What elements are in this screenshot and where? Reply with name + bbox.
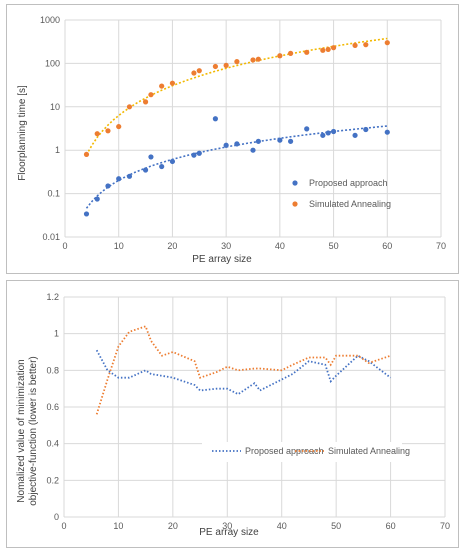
y-tick-label: 0.01 — [42, 232, 60, 242]
y-tick-label: 0.2 — [46, 475, 59, 485]
legend-background — [202, 442, 402, 462]
y-tick-label: 1 — [54, 329, 59, 339]
x-tick-label: 0 — [61, 521, 66, 531]
x-tick-label: 0 — [62, 241, 67, 251]
data-point-series-1 — [148, 154, 154, 160]
data-point-series-1 — [191, 152, 197, 158]
y-tick-label: 0.6 — [46, 402, 59, 412]
x-axis-title: PE array size — [192, 254, 252, 265]
y-tick-label: 1000 — [40, 15, 60, 25]
series-line-2 — [95, 325, 391, 415]
data-point-series-2 — [105, 128, 111, 134]
x-tick-label: 60 — [386, 521, 396, 531]
x-tick-label: 50 — [329, 241, 339, 251]
data-point-series-1 — [105, 183, 111, 189]
data-point-series-1 — [304, 126, 310, 132]
data-point-series-1 — [126, 173, 133, 179]
data-point-series-1 — [277, 137, 283, 143]
y-axis-title-line-2: objective-function (lower is better) — [28, 356, 39, 506]
data-point-series-2 — [384, 40, 390, 46]
y-axis-title: Floorplanning time [s] — [17, 85, 28, 181]
data-point-series-1 — [325, 130, 331, 136]
data-point-series-1 — [83, 211, 90, 217]
data-point-series-2 — [159, 83, 165, 89]
x-tick-label: 10 — [114, 241, 124, 251]
y-tick-label: 0.4 — [46, 439, 59, 449]
x-tick-label: 70 — [440, 521, 450, 531]
data-point-series-1 — [234, 141, 240, 147]
y-tick-label: 0.1 — [47, 189, 60, 199]
x-tick-label: 60 — [382, 241, 392, 251]
y-tick-label: 1.2 — [46, 292, 59, 302]
data-point-series-1 — [142, 167, 149, 173]
x-tick-label: 10 — [113, 521, 123, 531]
data-point-series-2 — [212, 63, 218, 70]
data-point-series-1 — [223, 142, 229, 148]
data-point-series-1 — [352, 132, 358, 138]
x-tick-label: 70 — [436, 241, 446, 251]
y-tick-label: 0 — [54, 512, 59, 522]
data-point-series-1 — [250, 147, 256, 153]
legend-label-series-1: Proposed approach — [245, 446, 324, 456]
data-point-series-2 — [352, 42, 358, 48]
data-point-series-2 — [142, 99, 149, 105]
legend-label-series-2: Simulated Annealing — [328, 446, 410, 456]
data-point-series-1 — [94, 196, 100, 202]
data-point-series-2 — [255, 56, 261, 62]
data-point-series-2 — [94, 131, 100, 137]
data-point-series-2 — [330, 45, 337, 51]
legend-label-series-1: Proposed approach — [309, 178, 388, 188]
legend-marker-series-1 — [292, 180, 298, 186]
data-point-series-2 — [116, 123, 122, 130]
floorplanning-time-chart: Floorplanning time [s] PE array size 0 10… — [17, 15, 446, 265]
data-point-series-2 — [83, 151, 90, 158]
x-tick-label: 30 — [222, 521, 232, 531]
data-point-series-2 — [277, 53, 283, 59]
x-tick-label: 40 — [275, 241, 285, 251]
data-point-series-2 — [288, 50, 294, 56]
data-point-series-2 — [191, 70, 197, 76]
y-tick-label: 10 — [50, 102, 60, 112]
x-tick-label: 20 — [167, 241, 177, 251]
x-tick-label: 50 — [331, 521, 341, 531]
data-point-series-1 — [384, 129, 390, 135]
data-point-series-2 — [363, 42, 369, 48]
x-tick-label: 30 — [221, 241, 231, 251]
data-point-series-2 — [234, 59, 240, 65]
data-point-series-1 — [363, 126, 369, 133]
data-point-series-1 — [255, 138, 261, 144]
trendline-series-2 — [85, 37, 388, 156]
legend-label-series-2: Simulated Annealing — [309, 199, 391, 209]
y-tick-label: 0.8 — [46, 365, 59, 375]
legend-marker-series-2 — [292, 201, 298, 207]
data-point-series-2 — [148, 92, 154, 98]
data-point-series-1 — [169, 158, 176, 165]
y-axis-title-line-1: Nomalized value of minimization — [16, 359, 27, 502]
normalized-objective-chart: Nomalized value of minimization objectiv… — [16, 292, 450, 538]
series-line-1 — [95, 349, 392, 396]
data-point-series-1 — [212, 116, 218, 122]
y-tick-label: 1 — [55, 145, 60, 155]
data-point-series-2 — [196, 68, 202, 74]
data-point-series-2 — [320, 47, 326, 53]
data-point-series-2 — [223, 62, 229, 68]
data-point-series-2 — [250, 57, 256, 63]
data-point-series-1 — [330, 128, 337, 135]
x-axis-title: PE array size — [199, 527, 259, 538]
y-tick-label: 100 — [45, 58, 60, 68]
chart-panel-floorplanning-time: Floorplanning time [s] PE array size 0 10… — [6, 4, 459, 274]
data-point-series-2 — [304, 49, 310, 55]
data-point-series-1 — [159, 163, 165, 170]
trendline-series-1 — [85, 125, 388, 209]
chart-panel-normalized-objective: Nomalized value of minimization objectiv… — [6, 280, 459, 548]
data-point-series-1 — [196, 150, 202, 156]
data-point-series-2 — [126, 104, 133, 110]
data-point-series-2 — [169, 80, 176, 86]
x-tick-label: 20 — [168, 521, 178, 531]
data-point-series-2 — [325, 46, 331, 53]
x-tick-label: 40 — [277, 521, 287, 531]
data-point-series-1 — [320, 132, 326, 138]
data-point-series-1 — [288, 138, 294, 144]
data-point-series-1 — [116, 176, 122, 182]
